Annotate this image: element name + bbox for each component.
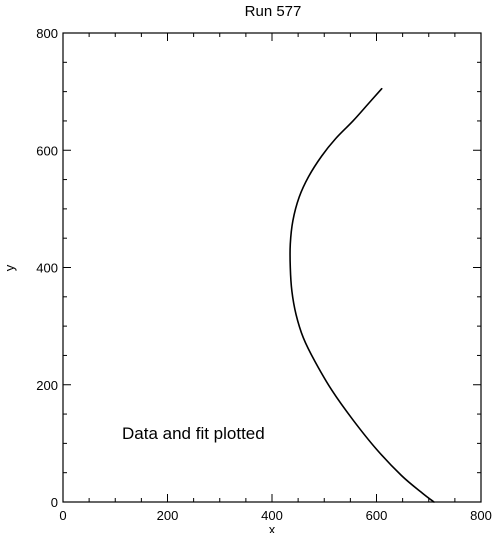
- chart-title: Run 577: [245, 3, 302, 20]
- axis-ticks: [62, 32, 482, 503]
- y-axis-label: y: [2, 264, 17, 271]
- series-group: [289, 87, 435, 503]
- y-tick-label: 800: [36, 26, 58, 41]
- x-tick-label: 200: [157, 508, 179, 523]
- y-tick-label: 0: [51, 495, 58, 510]
- y-tick-label: 600: [36, 143, 58, 158]
- tick-labels: 0 200 400 600 800 0 200 400 600 800: [36, 26, 492, 523]
- series-line: [289, 87, 435, 503]
- x-tick-label: 800: [470, 508, 492, 523]
- y-tick-label: 200: [36, 378, 58, 393]
- x-axis-label: x: [269, 522, 276, 533]
- chart-annotation: Data and fit plotted: [122, 424, 265, 443]
- x-tick-label: 600: [366, 508, 388, 523]
- x-tick-label: 0: [59, 508, 66, 523]
- x-tick-label: 400: [261, 508, 283, 523]
- y-tick-label: 400: [36, 261, 58, 276]
